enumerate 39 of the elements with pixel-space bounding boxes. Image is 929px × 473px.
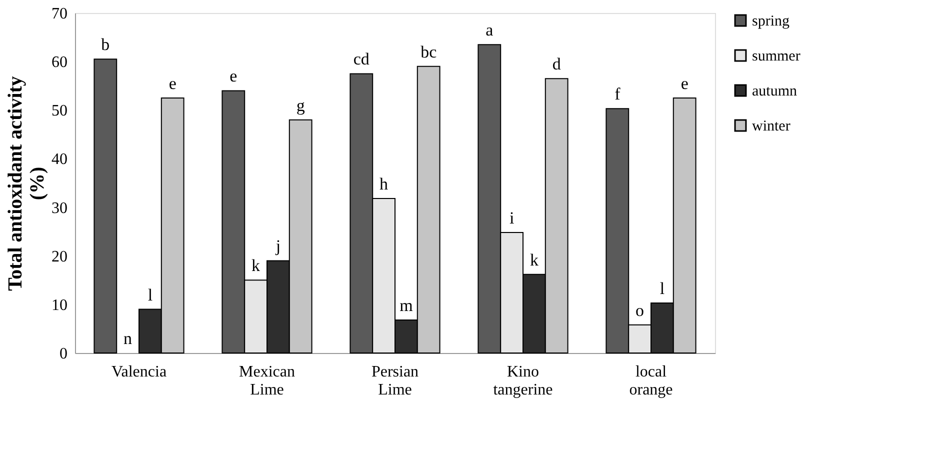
data-label: h (380, 174, 389, 194)
data-label: i (509, 208, 514, 228)
data-label: k (252, 256, 261, 276)
data-label: cd (353, 50, 370, 69)
legend-label: summer (752, 48, 800, 64)
legend-label: winter (752, 118, 790, 134)
data-label: e (680, 74, 688, 93)
y-tick-label: 30 (52, 200, 68, 217)
legend-label: autumn (752, 84, 798, 100)
data-label: f (614, 84, 621, 104)
y-tick-label: 60 (52, 54, 68, 72)
y-axis-title: Total antioxidant activity (%) (4, 76, 48, 291)
x-tick-label: local orange (629, 364, 673, 398)
x-tick-label: Kino tangerine (493, 364, 553, 398)
data-label: a (486, 20, 494, 40)
y-tick-label: 70 (52, 6, 68, 22)
y-tick-label: 0 (60, 346, 68, 362)
bar (94, 58, 118, 354)
x-tick-label: Valencia (111, 364, 167, 380)
data-label: l (148, 285, 153, 304)
data-label: e (168, 74, 176, 93)
legend-label: spring (752, 14, 790, 30)
y-tick-label: 10 (52, 296, 68, 314)
y-tick-label: 40 (52, 151, 68, 168)
data-label: k (530, 250, 539, 270)
x-tick-label: Mexican Lime (239, 364, 295, 398)
data-label: m (400, 296, 413, 315)
data-label: n (124, 329, 133, 348)
x-tick-label: Persian Lime (371, 364, 419, 398)
data-label: d (552, 54, 562, 74)
y-tick-label: 20 (52, 248, 68, 266)
data-label: e (230, 66, 238, 86)
y-tick-label: 50 (52, 102, 68, 120)
data-label: bc (420, 42, 438, 62)
data-label: b (101, 35, 110, 54)
data-label: j (274, 236, 281, 256)
data-label: g (296, 96, 306, 115)
data-label: l (660, 278, 665, 298)
data-label: o (636, 300, 644, 320)
